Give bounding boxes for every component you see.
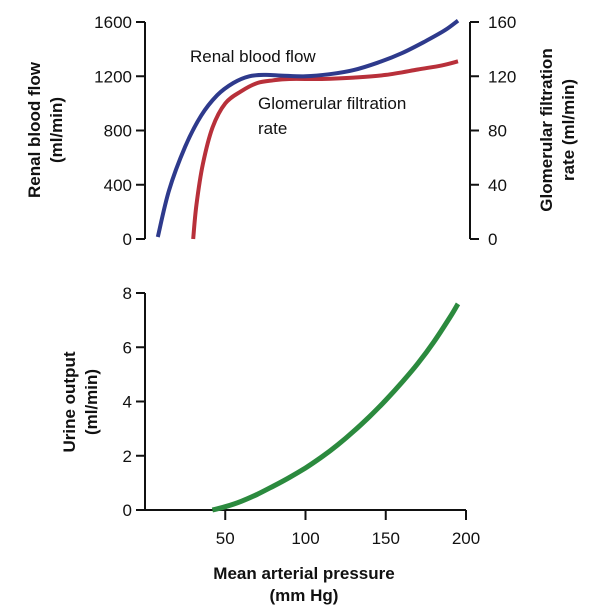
annotation-gfr-line1: Glomerular filtration [258,94,406,113]
bottom-xlabel-line1: Mean arterial pressure [213,564,394,583]
top-right-tick-label: 40 [488,176,507,195]
urine-output-line [211,302,461,513]
gfr-line [191,59,459,240]
top-left-tick-label: 1200 [94,67,132,86]
top-chart: 0 400 800 1200 1600 0 40 80 120 160 Renal blood … [25,13,578,249]
top-left-tick-label: 400 [104,176,132,195]
bottom-series [211,302,461,513]
bottom-x-tick-label: 50 [216,529,235,548]
bottom-y-tick-label: 8 [123,284,132,303]
top-right-tick-label: 160 [488,13,516,32]
top-series [155,18,460,240]
top-ylabel-line2: (ml/min) [47,97,66,163]
bottom-y-tick-label: 0 [123,501,132,520]
bottom-axes: 0 2 4 6 8 50 100 150 200 [123,284,481,548]
bottom-y-tick-label: 2 [123,447,132,466]
top-ylabel-line1: Renal blood flow [25,61,44,198]
annotation-gfr-line2: rate [258,119,287,138]
bottom-xlabel-line2: (mm Hg) [270,586,339,605]
top-right-axis: 0 40 80 120 160 [469,13,516,249]
top-right-tick-label: 80 [488,122,507,141]
top-left-tick-label: 0 [123,230,132,249]
top-left-axis: 0 400 800 1200 1600 [94,13,146,249]
bottom-ylabel-line2: (ml/min) [82,369,101,435]
bottom-chart: 0 2 4 6 8 50 100 150 200 Urine output (ml/min) M… [60,284,480,605]
bottom-y-tick-label: 6 [123,338,132,357]
top-right-tick-label: 120 [488,67,516,86]
bottom-x-tick-label: 100 [291,529,319,548]
top-left-tick-label: 1600 [94,13,132,32]
top-y2label-line1: Glomerular filtration [537,48,556,211]
top-left-tick-label: 800 [104,122,132,141]
renal-blood-flow-line [155,18,460,238]
bottom-x-tick-label: 150 [372,529,400,548]
top-right-tick-label: 0 [488,230,497,249]
bottom-y-tick-label: 4 [123,393,132,412]
bottom-x-tick-label: 200 [452,529,480,548]
annotation-renal-blood-flow: Renal blood flow [190,47,316,66]
top-y2label-line2: rate (ml/min) [559,79,578,181]
bottom-ylabel-line1: Urine output [60,351,79,452]
